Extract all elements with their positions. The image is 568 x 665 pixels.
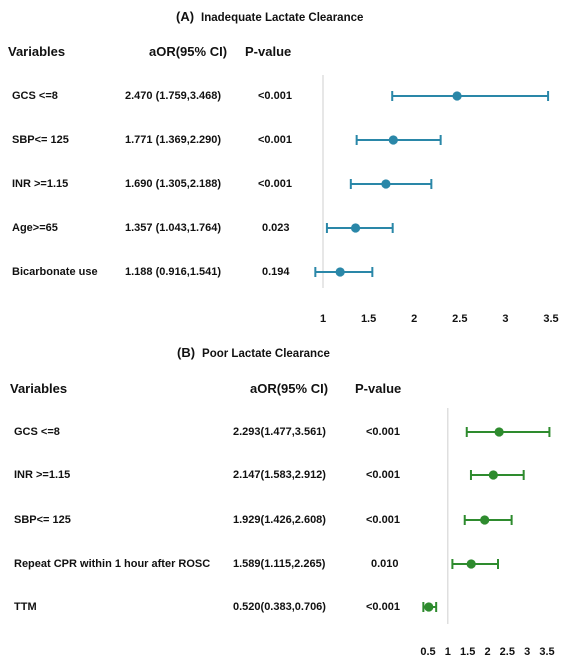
panel-b-point-estimate bbox=[480, 515, 490, 525]
panel-b-point-estimate bbox=[424, 602, 434, 612]
panel-a-variable: Bicarbonate use bbox=[12, 266, 98, 278]
panel-b-pvalue-header: P-value bbox=[355, 381, 402, 396]
panel-b-aor: 0.520(0.383,0.706) bbox=[233, 601, 326, 613]
panel-a-label: (A) bbox=[176, 9, 195, 24]
panel-a-pvalue-header: P-value bbox=[245, 44, 292, 59]
panel-b-label: (B) bbox=[177, 345, 196, 360]
panel-a-tick-label: 2.5 bbox=[452, 313, 467, 325]
panel-b-variables-header: Variables bbox=[10, 381, 68, 396]
panel-b-tick-label: 1 bbox=[445, 646, 451, 658]
panel-b-point-estimate bbox=[466, 559, 476, 569]
panel-b-point-estimate bbox=[494, 427, 504, 437]
panel-a-pvalue: <0.001 bbox=[258, 178, 292, 190]
panel-b-aor: 1.589(1.115,2.265) bbox=[233, 558, 326, 570]
panel-b-tick-label: 3.5 bbox=[539, 646, 554, 658]
panel-a-point-estimate bbox=[388, 135, 398, 145]
panel-a-point-estimate bbox=[452, 91, 462, 101]
panel-b-variable: Repeat CPR within 1 hour after ROSC bbox=[14, 558, 211, 570]
panel-a-aor-header: aOR(95% CI) bbox=[149, 44, 228, 59]
panel-b-pvalue: <0.001 bbox=[366, 601, 400, 613]
panel-a-aor: 1.771 (1.369,2.290) bbox=[125, 134, 222, 146]
panel-b-variable: SBP<= 125 bbox=[14, 514, 71, 526]
panel-a-aor: 1.188 (0.916,1.541) bbox=[125, 266, 222, 278]
panel-b-tick-label: 2.5 bbox=[500, 646, 515, 658]
panel-a-variable: INR >=1.15 bbox=[12, 178, 69, 190]
panel-a-point-estimate bbox=[350, 223, 361, 233]
panel-b-aor: 1.929(1.426,2.608) bbox=[233, 514, 326, 526]
panel-b-title-text: Poor Lactate Clearance bbox=[202, 348, 330, 360]
panel-b-pvalue: <0.001 bbox=[366, 426, 400, 438]
panel-a-pvalue: <0.001 bbox=[258, 90, 292, 102]
panel-b-pvalue: <0.001 bbox=[366, 514, 400, 526]
panel-a-tick-label: 1.5 bbox=[361, 313, 376, 325]
panel-b-aor-header: aOR(95% CI) bbox=[250, 381, 329, 396]
panel-b-tick-label: 1.5 bbox=[460, 646, 475, 658]
panel-b-aor: 2.293(1.477,3.561) bbox=[233, 426, 326, 438]
panel-a-aor: 1.357 (1.043,1.764) bbox=[125, 222, 222, 234]
panel-a-pvalue: <0.001 bbox=[258, 134, 292, 146]
panel-a-aor: 2.470 (1.759,3.468) bbox=[125, 90, 222, 102]
panel-b-pvalue: 0.010 bbox=[371, 558, 399, 570]
panel-a-pvalue: 0.023 bbox=[262, 222, 290, 234]
panel-b-variable: TTM bbox=[14, 601, 37, 613]
panel-b-tick-label: 0.5 bbox=[420, 646, 435, 658]
panel-a-variables-header: Variables bbox=[8, 44, 66, 59]
panel-a-tick-label: 3 bbox=[502, 313, 508, 325]
panel-b-pvalue: <0.001 bbox=[366, 469, 400, 481]
panel-a-variable: GCS <=8 bbox=[12, 90, 58, 102]
panel-a-title-text: Inadequate Lactate Clearance bbox=[201, 12, 364, 24]
panel-b-point-estimate bbox=[488, 470, 498, 480]
panel-a-tick-label: 2 bbox=[411, 313, 417, 325]
panel-b-variable: GCS <=8 bbox=[14, 426, 60, 438]
panel-b-title: (B) Poor Lactate Clearance bbox=[177, 345, 330, 360]
panel-b-variable: INR >=1.15 bbox=[14, 469, 71, 481]
panel-a-tick-label: 3.5 bbox=[543, 313, 558, 325]
panel-b-tick-label: 2 bbox=[484, 646, 490, 658]
panel-a-variable: Age>=65 bbox=[12, 222, 58, 234]
panel-a-point-estimate bbox=[381, 179, 391, 189]
panel-a-title: (A) Inadequate Lactate Clearance bbox=[176, 9, 363, 24]
panel-a-aor: 1.690 (1.305,2.188) bbox=[125, 178, 222, 190]
panel-b-aor: 2.147(1.583,2.912) bbox=[233, 469, 326, 481]
panel-a-point-estimate bbox=[335, 267, 345, 277]
panel-a-variable: SBP<= 125 bbox=[12, 134, 69, 146]
panel-a-tick-label: 1 bbox=[320, 313, 326, 325]
panel-b-tick-label: 3 bbox=[524, 646, 530, 658]
panel-a-pvalue: 0.194 bbox=[262, 266, 290, 278]
